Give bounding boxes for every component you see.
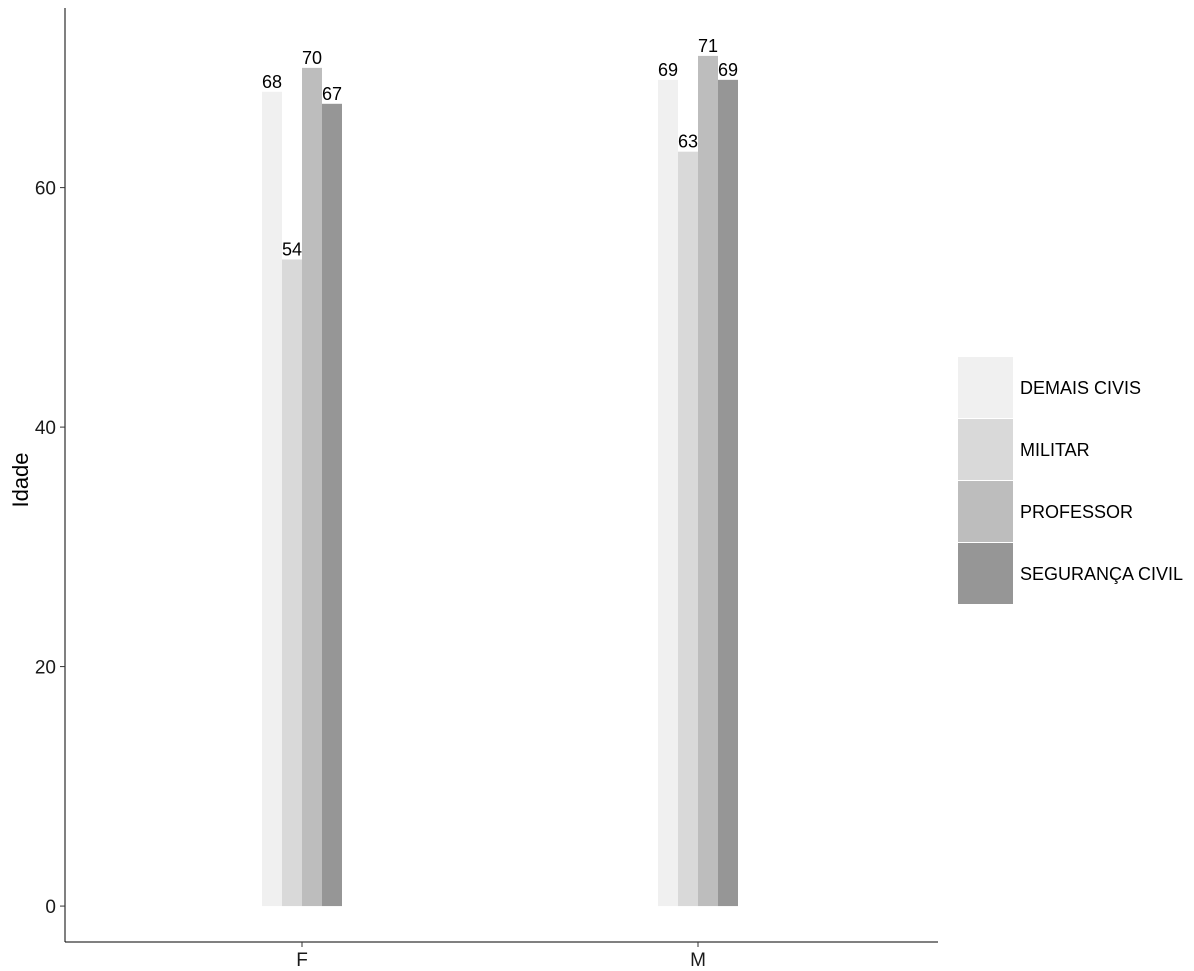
- bar-F-professor: [302, 67, 322, 907]
- y-tick-label: 20: [35, 658, 56, 679]
- data-label: 69: [718, 60, 738, 80]
- bar-M-demais-civis: [658, 79, 678, 907]
- data-label: 67: [322, 84, 342, 104]
- x-tick-label: F: [296, 950, 308, 971]
- y-axis: 0 20 40 60: [35, 8, 66, 942]
- data-label: 70: [302, 48, 322, 68]
- legend-key-demais-civis: [958, 357, 1013, 418]
- data-label: 69: [658, 60, 678, 80]
- legend-key-seguran-a-civil: [958, 543, 1013, 604]
- legend-key-professor: [958, 481, 1013, 542]
- legend-label: DEMAIS CIVIS: [1020, 378, 1141, 398]
- y-tick-label: 40: [35, 418, 56, 439]
- bar-M-militar: [678, 151, 698, 907]
- y-axis-title: Idade: [8, 452, 33, 507]
- legend-label: SEGURANÇA CIVIL: [1020, 564, 1183, 584]
- legend-key-militar: [958, 419, 1013, 480]
- bar-F-seguran-a-civil: [322, 103, 342, 907]
- data-label: 71: [698, 36, 718, 56]
- bar-F-militar: [282, 259, 302, 907]
- data-label: 68: [262, 72, 282, 92]
- legend-label: PROFESSOR: [1020, 502, 1133, 522]
- legend: DEMAIS CIVIS MILITAR PROFESSOR SEGURANÇA CI…: [958, 357, 1183, 604]
- y-tick-label: 60: [35, 179, 56, 200]
- bar-M-seguran-a-civil: [718, 79, 738, 907]
- data-label: 63: [678, 132, 698, 152]
- data-label: 54: [282, 239, 302, 259]
- bar-F-demais-civis: [262, 91, 282, 907]
- legend-label: MILITAR: [1020, 440, 1090, 460]
- bar-M-professor: [698, 55, 718, 907]
- x-tick-label: M: [690, 950, 706, 971]
- y-tick-label: 0: [45, 897, 56, 918]
